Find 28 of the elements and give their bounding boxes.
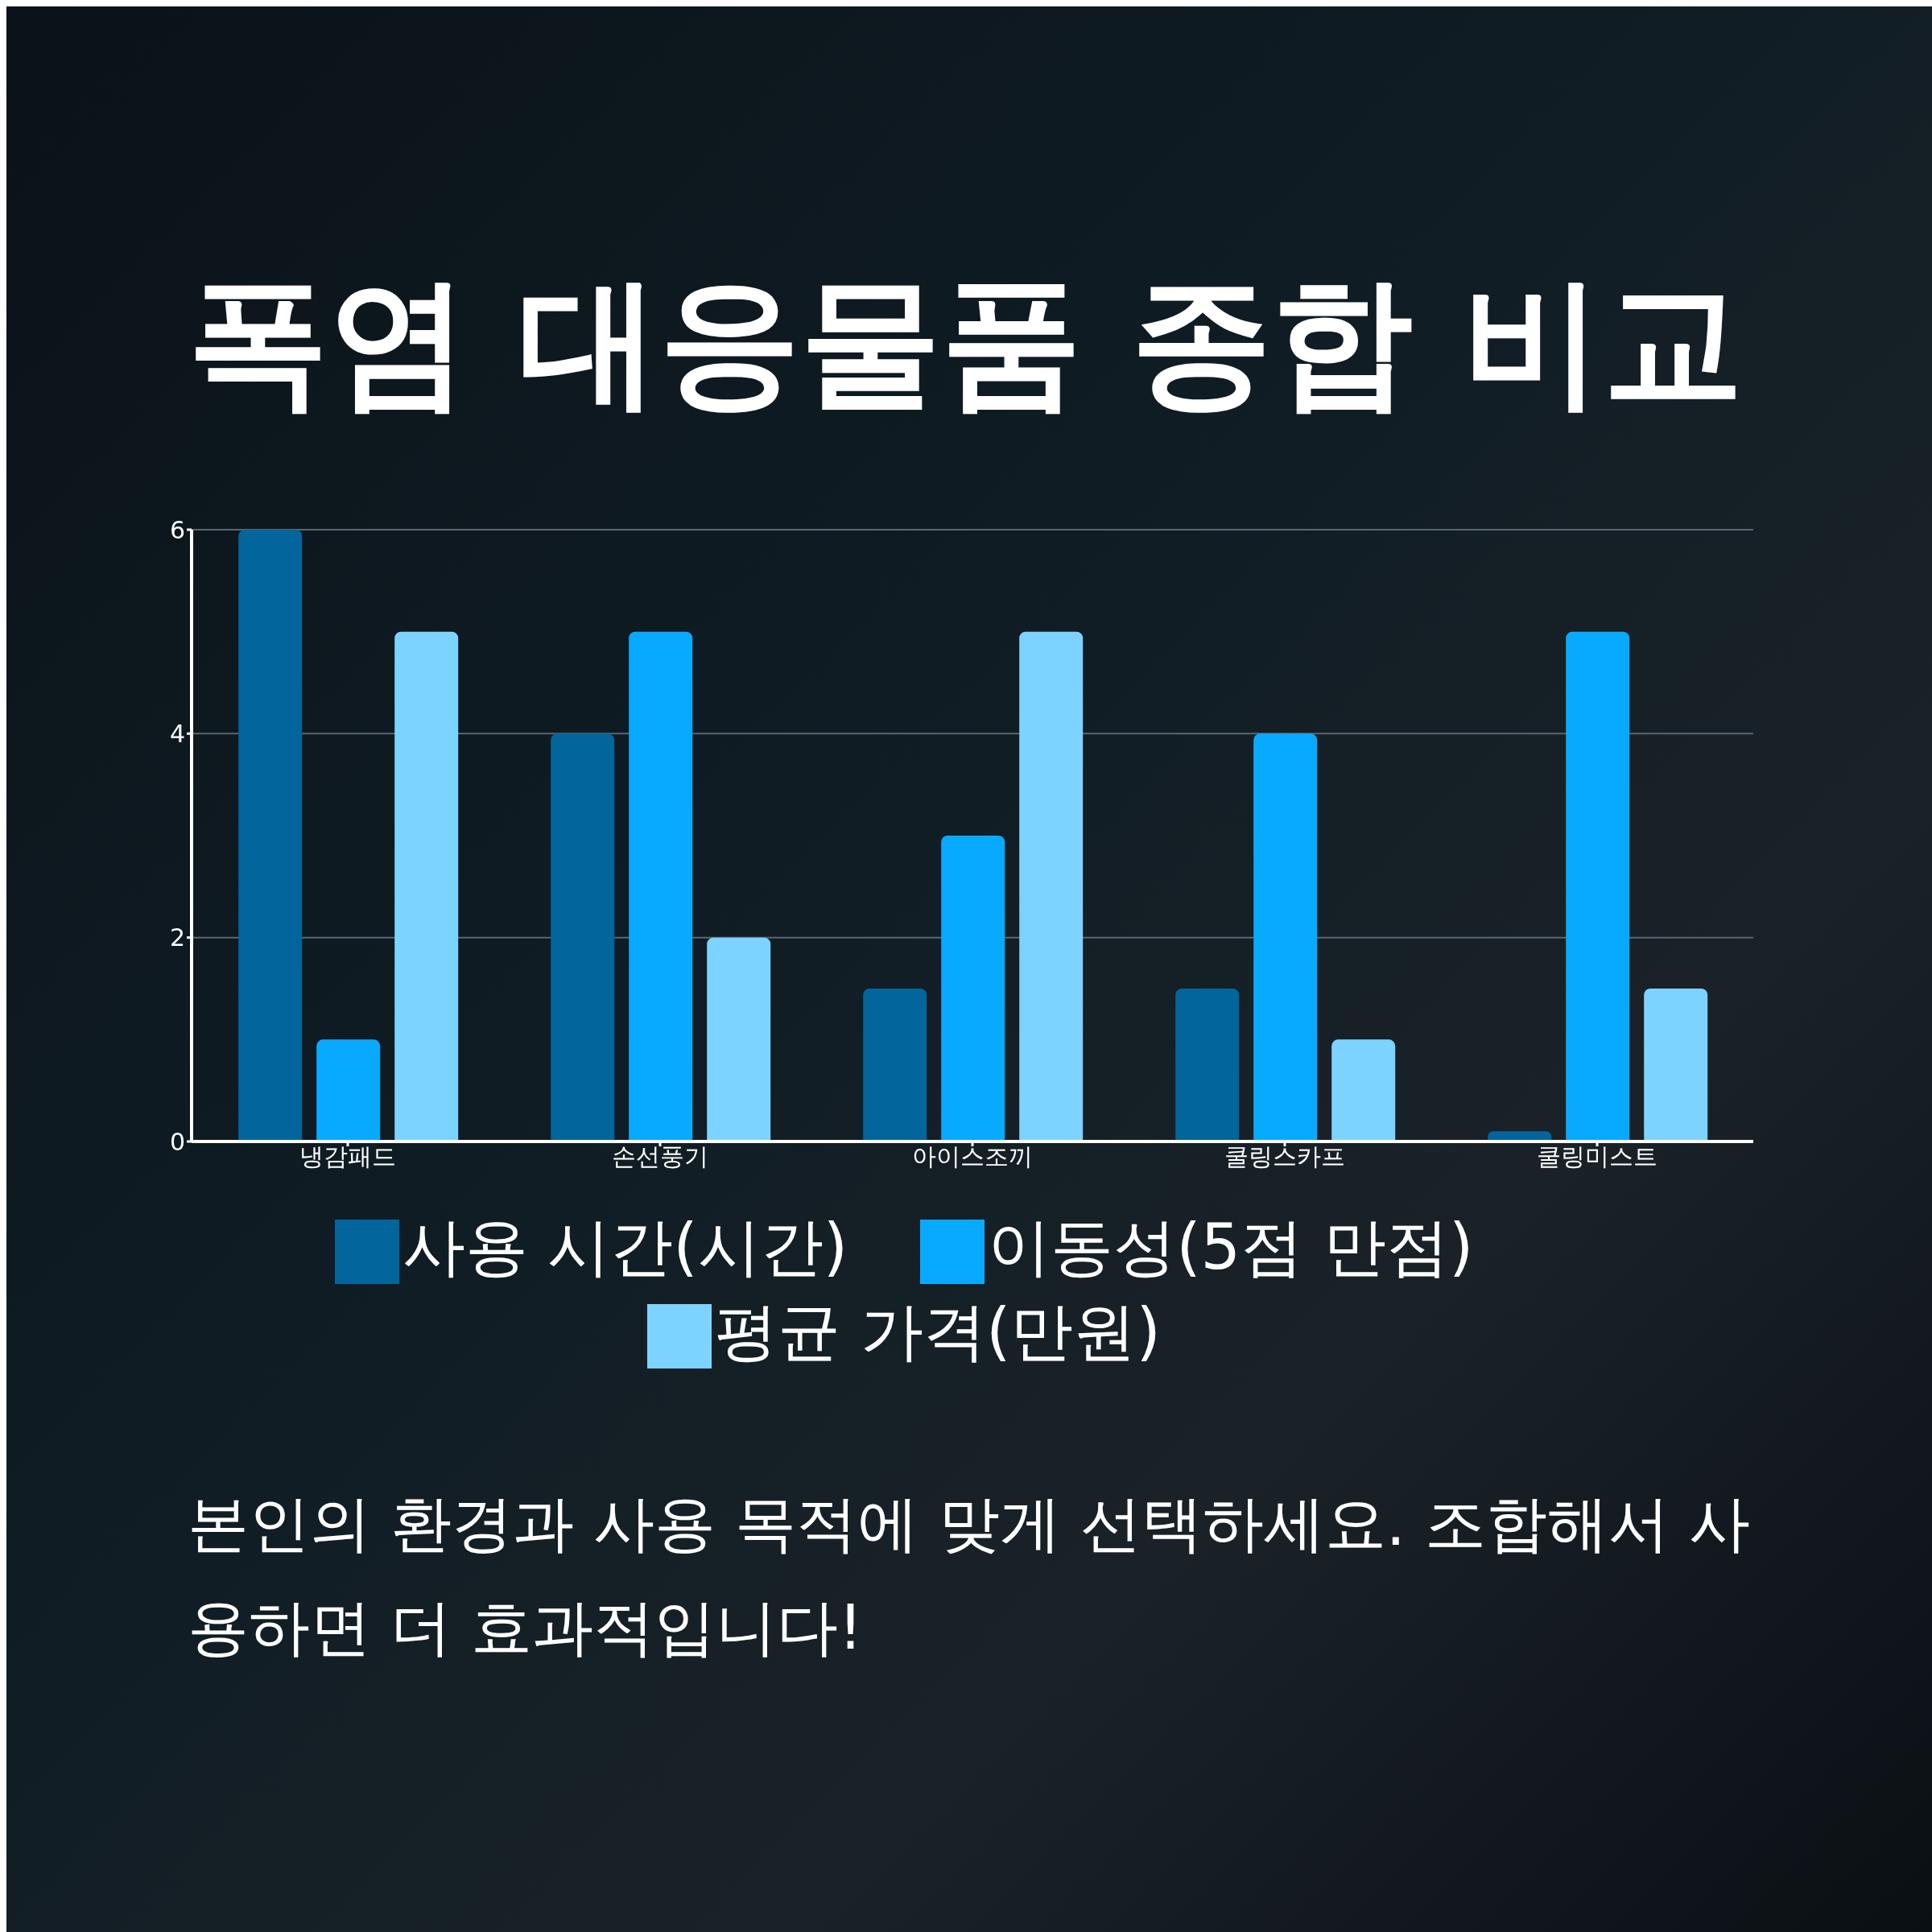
chart-title: 폭염 대응물품 종합 비교 — [188, 259, 1744, 425]
x-tick-label: 쿨링미스트 — [1537, 1142, 1657, 1171]
bar — [629, 631, 693, 1141]
text: 본인의 환경과 사용 목적에 맞게 선택하세요. 조합해서 사용하면 더 효과적입니다! — [188, 1487, 1752, 1666]
x-tick-label: 손선풍기 — [612, 1142, 708, 1171]
y-tick-label: 4 — [169, 719, 185, 748]
bar — [1566, 631, 1630, 1141]
bar — [551, 733, 615, 1141]
x-tick-label: 쿨링스카프 — [1224, 1142, 1345, 1171]
legend-label: 사용 시간(시간) — [402, 1211, 848, 1283]
legend-label: 평균 가격(만원) — [715, 1295, 1161, 1368]
bar — [238, 530, 303, 1141]
y-tick-label: 2 — [169, 923, 185, 952]
bar — [1644, 989, 1708, 1141]
y-tick-label: 0 — [169, 1127, 185, 1156]
bar — [1253, 733, 1318, 1141]
bar — [707, 937, 771, 1141]
bar — [1331, 1039, 1396, 1141]
bar — [941, 836, 1005, 1141]
bar — [1019, 631, 1084, 1141]
legend-label: 이동성(5점 만점) — [988, 1211, 1474, 1283]
bar — [863, 989, 927, 1141]
bar — [316, 1039, 381, 1141]
x-tick-label: 냉감패드 — [299, 1142, 396, 1171]
y-tick-label: 6 — [169, 515, 185, 544]
bar — [394, 631, 459, 1141]
bar — [1175, 989, 1240, 1141]
x-tick-label: 아이스조끼 — [912, 1142, 1033, 1171]
